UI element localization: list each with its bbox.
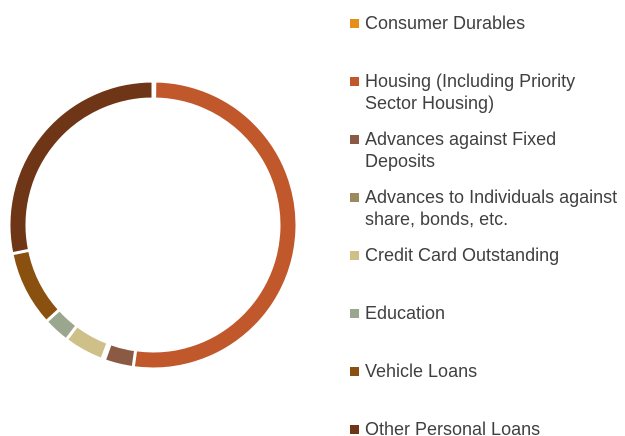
- legend-swatch: [350, 19, 359, 28]
- legend-item: Advances to Individuals against share, b…: [350, 186, 622, 230]
- slice: [131, 79, 299, 371]
- slice: [10, 248, 62, 324]
- legend-label: Vehicle Loans: [365, 361, 478, 381]
- legend-item: Housing (Including Priority Sector Housi…: [350, 70, 622, 114]
- legend-swatch: [350, 251, 359, 260]
- legend-swatch: [350, 193, 359, 202]
- legend-item: Advances against Fixed Deposits: [350, 128, 622, 172]
- legend-item: Education: [350, 302, 622, 324]
- legend-label: Other Personal Loans: [365, 419, 541, 436]
- legend-item: Credit Card Outstanding: [350, 244, 622, 266]
- legend-label: Advances to Individuals against share, b…: [365, 187, 618, 229]
- legend-label: Credit Card Outstanding: [365, 245, 560, 265]
- legend-label: Consumer Durables: [365, 13, 526, 33]
- legend-item: Vehicle Loans: [350, 360, 622, 382]
- legend-item: Consumer Durables: [350, 12, 622, 34]
- legend-label: Advances against Fixed Deposits: [365, 129, 557, 171]
- legend-swatch: [350, 135, 359, 144]
- legend-swatch: [350, 425, 359, 434]
- legend-swatch: [350, 77, 359, 86]
- legend-label: Education: [365, 303, 446, 323]
- legend-swatch: [350, 367, 359, 376]
- donut: [7, 79, 299, 371]
- legend-swatch: [350, 309, 359, 318]
- legend-item: Other Personal Loans: [350, 418, 622, 436]
- legend-label: Housing (Including Priority Sector Housi…: [365, 71, 576, 113]
- slice: [7, 79, 155, 256]
